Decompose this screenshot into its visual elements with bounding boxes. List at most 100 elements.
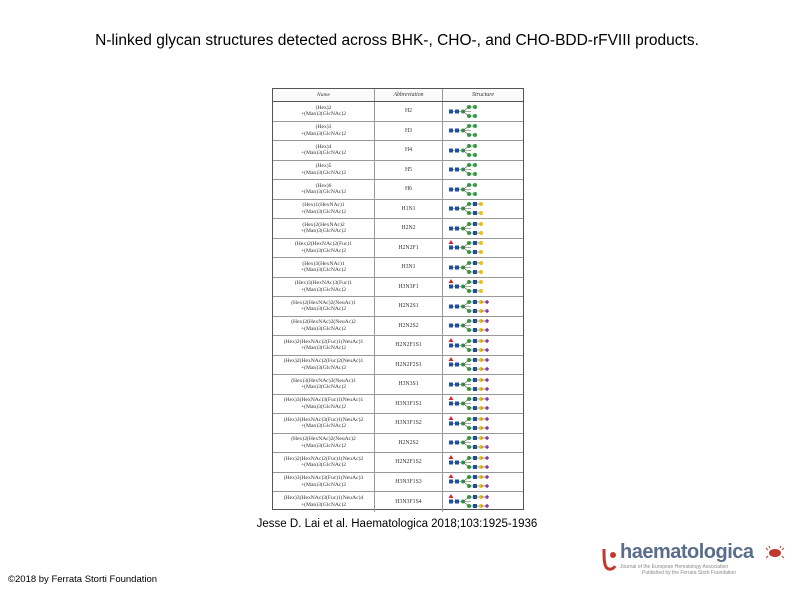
glycan-structure-cell bbox=[443, 356, 523, 375]
glycan-structure-cell bbox=[443, 473, 523, 492]
glycan-structure-icon bbox=[448, 415, 490, 430]
glycan-structure-icon bbox=[449, 377, 490, 391]
glycan-name-line1: (Hex)1(HexNAc)1 bbox=[302, 202, 345, 209]
glycan-abbreviation-cell: H2N2S2 bbox=[375, 316, 443, 335]
glycan-structure-cell bbox=[443, 141, 523, 160]
copyright: ©2018 by Ferrata Storti Foundation bbox=[8, 574, 158, 585]
glycan-name-line2: +(Man)3(GlcNAc)2 bbox=[300, 403, 347, 410]
table-body: (Hex)2 +(Man)3(GlcNAc)2 H2 (Hex)3 +(Man)3(Gl… bbox=[273, 102, 523, 512]
glycan-structure-cell bbox=[443, 180, 523, 199]
glycan-name-line2: +(Man)3(GlcNAc)2 bbox=[300, 286, 347, 293]
logo-tagline-2: Published by the Ferrata Storti Foundati… bbox=[642, 570, 736, 576]
glycan-name-line1: (Hex)2(HexNAc)2 bbox=[302, 221, 345, 228]
glycan-name-line1: (Hex)3(HexNAc)3(Fuc)1(NeuAc)4 bbox=[283, 495, 364, 502]
glycan-abbreviation-cell: H3N1 bbox=[375, 258, 443, 277]
glycan-name-line2: +(Man)3(GlcNAc)2 bbox=[300, 462, 347, 469]
glycan-name-cell: (Hex)3(HexNAc)3(Fuc)1 +(Man)3(GlcNAc)2 bbox=[273, 277, 375, 296]
glycan-name-line1: (Hex)3(HexNAc)3(Fuc)1 bbox=[294, 280, 353, 287]
glycan-name-line1: (Hex)3(HexNAc)3(NeuAc)1 bbox=[291, 377, 356, 384]
glycan-abbreviation-cell: H2N2 bbox=[375, 219, 443, 238]
glycan-name-cell: (Hex)5 +(Man)3(GlcNAc)2 bbox=[273, 160, 375, 179]
glycan-structure-icon bbox=[449, 202, 483, 216]
glycan-name-line2: +(Man)3(GlcNAc)2 bbox=[300, 130, 347, 137]
glycan-structure-cell bbox=[443, 453, 523, 472]
glycan-structure-cell bbox=[443, 317, 523, 336]
glycan-structure-icon bbox=[448, 240, 483, 255]
table-row: (Hex)2(HexNAc)2(NeuAc)2 +(Man)3(GlcNAc)2 H… bbox=[273, 433, 523, 453]
glycan-name-line2: +(Man)3(GlcNAc)2 bbox=[300, 208, 347, 215]
table-row: (Hex)2(HexNAc)2(Fuc)2(NeuAc)1 +(Man)3(Glc… bbox=[273, 355, 523, 375]
logo-mark-icon bbox=[602, 548, 617, 571]
glycan-structure-cell bbox=[443, 239, 523, 258]
glycan-structure-icon bbox=[449, 104, 477, 118]
glycan-abbreviation-cell: H4 bbox=[375, 141, 443, 160]
glycan-name-line2: +(Man)3(GlcNAc)2 bbox=[300, 345, 347, 352]
glycan-name-line2: +(Man)3(GlcNAc)2 bbox=[300, 150, 347, 157]
glycan-name-line2: +(Man)3(GlcNAc)2 bbox=[300, 247, 347, 254]
citation: Jesse D. Lai et al. Haematologica 2018;1… bbox=[256, 518, 538, 530]
header-name: Name bbox=[273, 89, 375, 101]
table-row: (Hex)4 +(Man)3(GlcNAc)2 H4 bbox=[273, 141, 523, 161]
logo-cell-icon bbox=[766, 546, 784, 559]
glycan-name-cell: (Hex)3(HexNAc)3(Fuc)1(NeuAc)2 +(Man)3(Glc… bbox=[273, 414, 375, 433]
haematologica-logo: haematologica Journal of the European He… bbox=[598, 541, 788, 583]
glycan-name-line2: +(Man)3(GlcNAc)2 bbox=[300, 364, 347, 371]
glycan-structure-icon bbox=[448, 279, 483, 294]
glycan-name-line2: +(Man)3(GlcNAc)2 bbox=[300, 306, 347, 313]
glycan-name-line1: (Hex)3(HexNAc)3(Fuc)1(NeuAc)1 bbox=[283, 397, 364, 404]
glycan-structure-cell bbox=[443, 200, 523, 219]
table-row: (Hex)2(HexNAc)2(NeuAc)2 +(Man)3(GlcNAc)2 H… bbox=[273, 316, 523, 336]
glycan-name-cell: (Hex)2(HexNAc)2(NeuAc)1 +(Man)3(GlcNAc)2 bbox=[273, 297, 375, 316]
glycan-name-cell: (Hex)4 +(Man)3(GlcNAc)2 bbox=[273, 141, 375, 160]
glycan-abbreviation-cell: H3N3S1 bbox=[375, 375, 443, 394]
glycan-name-cell: (Hex)1(HexNAc)1 +(Man)3(GlcNAc)2 bbox=[273, 199, 375, 218]
glycan-name-cell: (Hex)2(HexNAc)2(NeuAc)2 +(Man)3(GlcNAc)2 bbox=[273, 433, 375, 452]
glycan-structure-cell bbox=[443, 336, 523, 355]
glycan-table-figure: Name Abbreviation Structure (Hex)2 +(Man)… bbox=[272, 88, 524, 512]
glycan-name-line1: (Hex)3(HexNAc)1 bbox=[302, 260, 345, 267]
header-structure: Structure bbox=[471, 92, 495, 98]
glycan-abbreviation-cell: H3N3F1S3 bbox=[375, 472, 443, 491]
glycan-name-line1: (Hex)2(HexNAc)2(Fuc)1(NeuAc)2 bbox=[283, 455, 364, 462]
glycan-name-cell: (Hex)2(HexNAc)2(NeuAc)2 +(Man)3(GlcNAc)2 bbox=[273, 316, 375, 335]
glycan-abbreviation-cell: H3N3F1S2 bbox=[375, 414, 443, 433]
glycan-name-cell: (Hex)3(HexNAc)1 +(Man)3(GlcNAc)2 bbox=[273, 258, 375, 277]
glycan-name-line1: (Hex)2(HexNAc)2(Fuc)1 bbox=[294, 241, 353, 248]
glycan-name-line1: (Hex)3(HexNAc)3(Fuc)1(NeuAc)2 bbox=[283, 416, 364, 423]
glycan-name-line2: +(Man)3(GlcNAc)2 bbox=[300, 384, 347, 391]
figure-title: N-linked glycan structures detected acro… bbox=[95, 32, 699, 49]
glycan-structure-cell bbox=[443, 375, 523, 394]
glycan-name-line1: (Hex)3 bbox=[315, 124, 332, 131]
glycan-abbreviation-cell: H2N2S2 bbox=[375, 433, 443, 452]
glycan-structure-icon bbox=[449, 182, 477, 196]
glycan-structure-icon bbox=[448, 396, 490, 411]
table-row: (Hex)3(HexNAc)1 +(Man)3(GlcNAc)2 H3N1 bbox=[273, 258, 523, 278]
glycan-name-line2: +(Man)3(GlcNAc)2 bbox=[300, 423, 347, 430]
table-row: (Hex)3(HexNAc)3(Fuc)1(NeuAc)4 +(Man)3(Glc… bbox=[273, 492, 523, 512]
glycan-structure-cell bbox=[443, 297, 523, 316]
glycan-name-cell: (Hex)6 +(Man)3(GlcNAc)2 bbox=[273, 180, 375, 199]
glycan-structure-icon bbox=[449, 163, 477, 177]
glycan-abbreviation-cell: H5 bbox=[375, 160, 443, 179]
glycan-structure-icon bbox=[448, 474, 490, 489]
glycan-structure-icon bbox=[448, 337, 490, 352]
glycan-name-line2: +(Man)3(GlcNAc)2 bbox=[300, 228, 347, 235]
table-row: (Hex)3 +(Man)3(GlcNAc)2 H3 bbox=[273, 121, 523, 141]
glycan-name-line1: (Hex)6 bbox=[315, 182, 332, 189]
glycan-structure-cell bbox=[443, 102, 523, 121]
glycan-structure-icon bbox=[448, 494, 490, 509]
glycan-name-line1: (Hex)2(HexNAc)2(NeuAc)2 bbox=[291, 319, 356, 326]
glycan-abbreviation-cell: H2N2F1S2 bbox=[375, 453, 443, 472]
glycan-name-cell: (Hex)2(HexNAc)2(Fuc)1(NeuAc)1 +(Man)3(Glc… bbox=[273, 336, 375, 355]
glycan-abbreviation-cell: H3N3F1 bbox=[375, 277, 443, 296]
table-row: (Hex)3(HexNAc)3(Fuc)1(NeuAc)1 +(Man)3(Glc… bbox=[273, 394, 523, 414]
table-row: (Hex)2(HexNAc)2(NeuAc)1 +(Man)3(GlcNAc)2 H… bbox=[273, 297, 523, 317]
glycan-name-line2: +(Man)3(GlcNAc)2 bbox=[300, 169, 347, 176]
glycan-structure-icon bbox=[448, 454, 490, 469]
glycan-name-line1: (Hex)2(HexNAc)2(Fuc)2(NeuAc)1 bbox=[283, 358, 364, 365]
glycan-structure-cell bbox=[443, 492, 523, 512]
glycan-abbreviation-cell: H3 bbox=[375, 121, 443, 140]
glycan-structure-icon bbox=[448, 357, 490, 372]
glycan-structure-cell bbox=[443, 414, 523, 433]
glycan-structure-icon bbox=[449, 143, 477, 157]
